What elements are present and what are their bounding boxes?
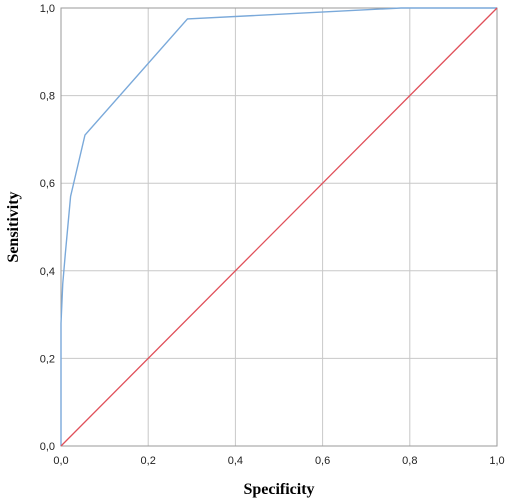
x-tick-label: 0,4: [228, 455, 243, 467]
x-tick-label: 0,2: [141, 455, 156, 467]
series-layer: [60, 7, 498, 447]
y-tick-label: 1,0: [40, 3, 55, 15]
x-axis-ticks: 0,0 0,2 0,4 0,6 0,8 1,0: [53, 455, 504, 467]
reference-diagonal-line: [60, 7, 498, 447]
y-tick-label: 0,2: [40, 353, 55, 365]
x-tick-label: 1,0: [489, 455, 504, 467]
y-tick-label: 0,8: [40, 91, 55, 103]
x-tick-label: 0,0: [53, 455, 68, 467]
y-tick-label: 0,4: [40, 266, 55, 278]
roc-curve-line: [60, 7, 497, 446]
y-axis-ticks: 0,0 0,2 0,4 0,6 0,8 1,0: [40, 3, 55, 453]
x-tick-label: 0,8: [402, 455, 417, 467]
y-tick-label: 0,6: [40, 178, 55, 190]
y-axis-title: Sensitivity: [5, 191, 22, 262]
x-tick-label: 0,6: [315, 455, 330, 467]
plot-frame: [60, 7, 498, 447]
y-tick-label: 0,0: [40, 441, 55, 453]
x-axis-title: Specificity: [243, 481, 314, 498]
